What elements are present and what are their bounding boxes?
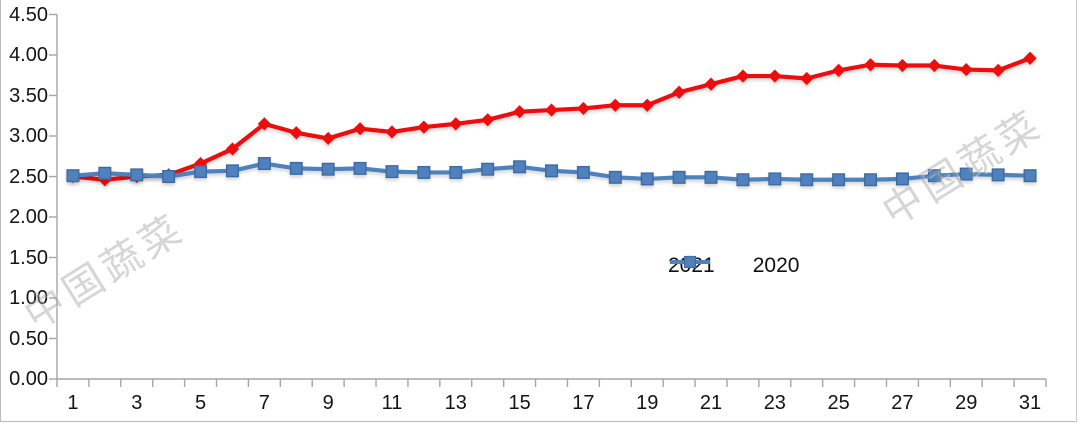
x-tick-label: 21	[699, 392, 723, 414]
y-tick-label: 4.00	[9, 44, 48, 66]
x-tick-label: 1	[67, 392, 79, 414]
y-tick-label: 1.00	[9, 287, 48, 309]
y-tick-label: 4.50	[9, 3, 48, 26]
x-tick-label: 13	[444, 392, 467, 414]
x-tick-label: 25	[827, 392, 850, 414]
x-tick-label: 11	[381, 392, 403, 414]
axes	[49, 13, 1047, 387]
y-tick-label: 0.50	[9, 327, 48, 350]
series-2020	[66, 157, 1037, 187]
legend: 2021 2020	[668, 254, 799, 278]
x-tick-label: 7	[258, 392, 270, 414]
x-tick-label: 5	[195, 392, 207, 414]
x-tick-label: 19	[636, 392, 659, 414]
legend-item-2020: 2020	[670, 254, 800, 278]
y-tick-label: 2.00	[9, 206, 48, 228]
legend-2020-line-square-icon	[670, 255, 710, 269]
y-tick-label: 2.50	[9, 165, 48, 188]
x-tick-label: 29	[955, 392, 978, 414]
x-tick-label: 27	[891, 392, 914, 414]
y-tick-label: 1.50	[9, 246, 48, 269]
series-2021	[66, 51, 1037, 187]
x-tick-label: 3	[131, 392, 143, 414]
x-tick-label: 15	[508, 392, 531, 414]
legend-label-2020: 2020	[752, 254, 800, 277]
x-tick-label: 31	[1018, 392, 1042, 414]
y-tick-label: 3.00	[9, 125, 48, 147]
x-tick-label: 23	[763, 392, 786, 414]
y-tick-label: 3.50	[9, 84, 48, 107]
x-tick-label: 17	[572, 392, 595, 414]
x-tick-label: 9	[322, 392, 334, 414]
y-tick-label: 0.00	[9, 368, 48, 390]
series-2021-line	[72, 56, 1031, 182]
